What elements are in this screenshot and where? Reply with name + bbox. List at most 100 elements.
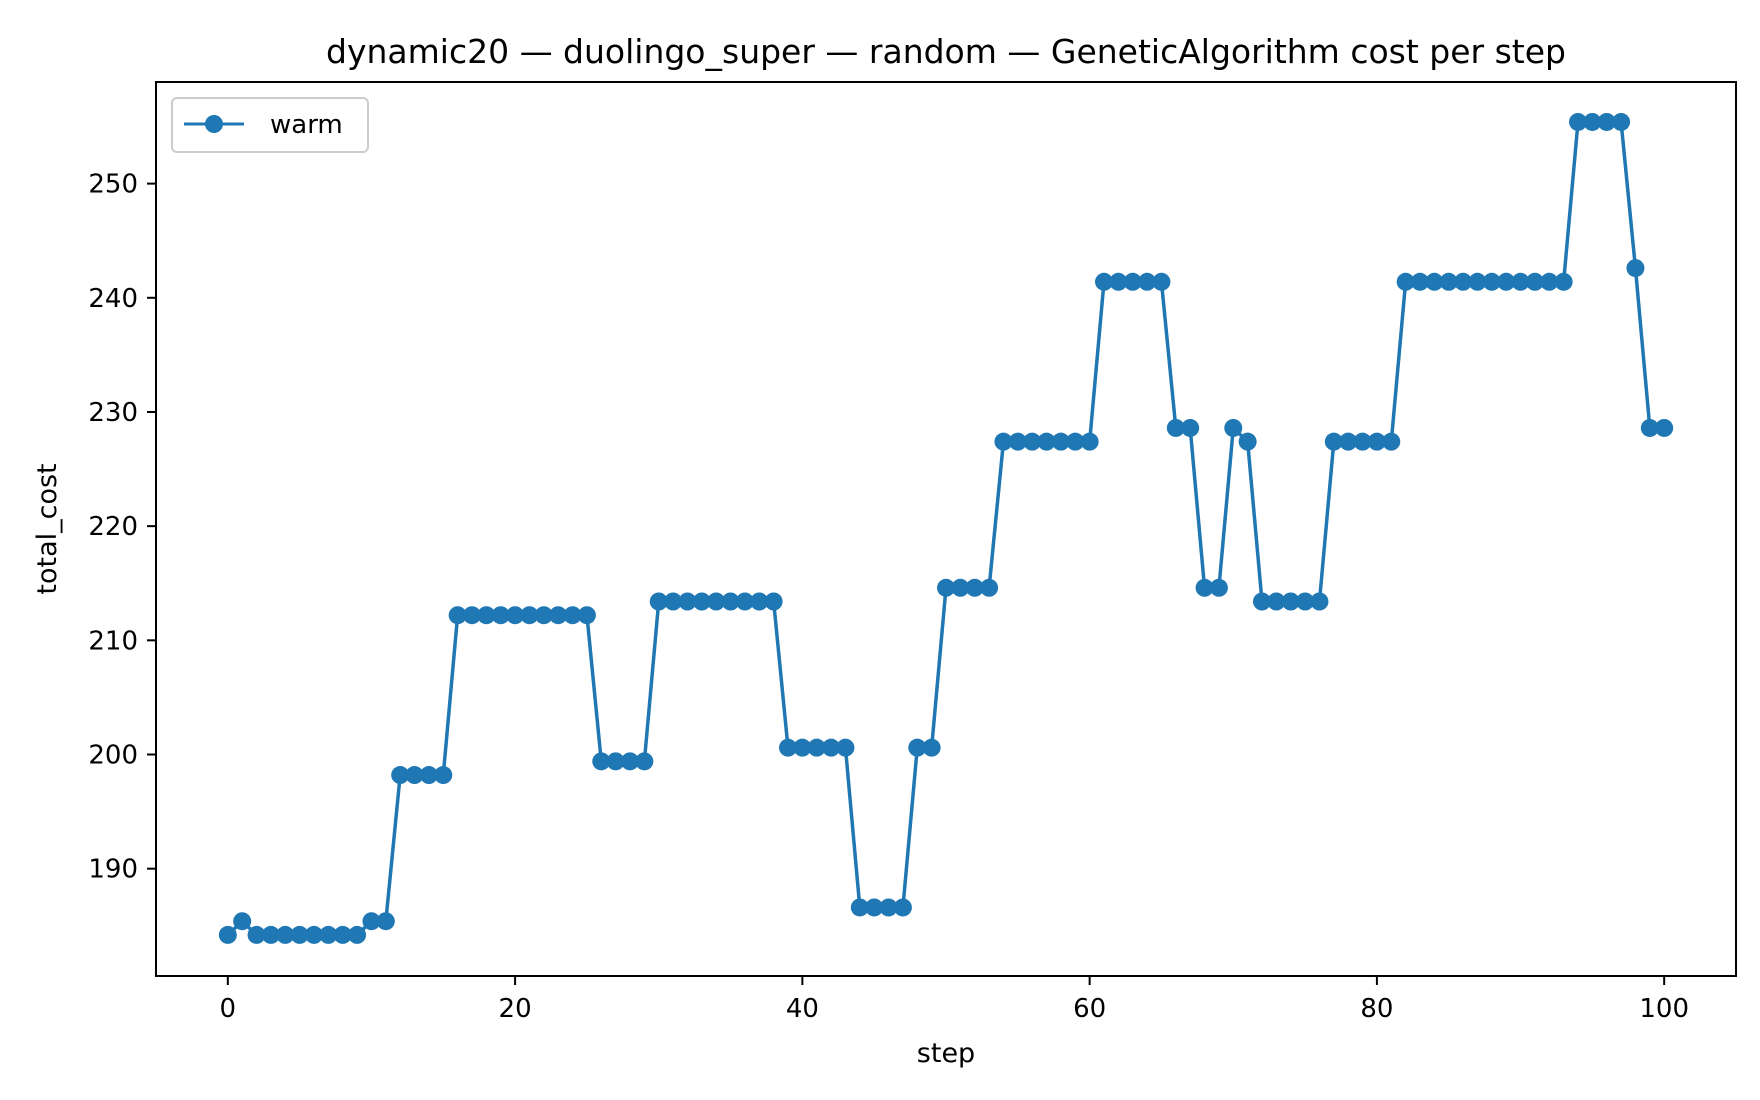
data-point xyxy=(735,592,754,611)
data-point xyxy=(908,738,927,757)
data-point xyxy=(1310,592,1329,611)
data-point xyxy=(434,766,453,785)
data-point xyxy=(678,592,697,611)
data-point xyxy=(333,925,352,944)
data-point xyxy=(376,912,395,931)
data-point xyxy=(1109,272,1128,291)
data-point xyxy=(1152,272,1171,291)
data-point xyxy=(1008,432,1027,451)
y-tick-label: 250 xyxy=(88,170,138,200)
data-point xyxy=(980,578,999,597)
data-point xyxy=(1525,272,1544,291)
data-point xyxy=(965,578,984,597)
data-point xyxy=(779,738,797,757)
series-layer xyxy=(218,112,1674,944)
plot-frame xyxy=(155,81,1737,977)
data-point xyxy=(1267,592,1286,611)
data-point xyxy=(807,738,826,757)
data-point xyxy=(592,752,611,771)
data-point xyxy=(1396,272,1415,291)
data-point xyxy=(448,606,467,625)
data-point xyxy=(692,592,711,611)
data-point xyxy=(750,592,769,611)
data-point xyxy=(1411,272,1429,291)
data-point xyxy=(1051,432,1070,451)
data-point xyxy=(1080,432,1099,451)
data-point xyxy=(1253,592,1271,611)
data-point xyxy=(1023,432,1042,451)
data-point xyxy=(218,925,237,944)
data-point xyxy=(937,578,955,597)
x-tick-label: 20 xyxy=(499,994,532,1024)
y-tick-label: 220 xyxy=(88,512,138,542)
data-point xyxy=(721,592,740,611)
data-point xyxy=(305,925,323,944)
data-point xyxy=(1224,418,1243,437)
y-tick-label: 240 xyxy=(88,284,138,314)
data-point xyxy=(1166,418,1185,437)
legend-label-warm: warm xyxy=(270,110,343,140)
data-point xyxy=(951,578,970,597)
data-point xyxy=(1626,259,1645,278)
y-tick-label: 230 xyxy=(88,398,138,428)
data-point xyxy=(865,898,884,917)
data-point xyxy=(994,432,1013,451)
data-point xyxy=(1597,112,1616,131)
y-tick-label: 190 xyxy=(88,855,138,885)
data-point xyxy=(491,606,510,625)
data-point xyxy=(822,738,841,757)
data-point xyxy=(1569,112,1587,131)
data-point xyxy=(362,912,381,931)
data-point xyxy=(463,606,481,625)
data-point xyxy=(621,752,639,771)
data-point xyxy=(893,898,912,917)
data-point xyxy=(1468,272,1487,291)
x-tick-label: 40 xyxy=(786,994,819,1024)
x-tick-label: 0 xyxy=(220,994,237,1024)
data-point xyxy=(419,766,438,785)
y-axis-label: total_cost xyxy=(32,463,63,594)
data-point xyxy=(563,606,582,625)
data-point xyxy=(549,606,568,625)
x-axis-ticks: 0 20 40 60 80 100 xyxy=(220,976,1689,1024)
data-point xyxy=(1454,272,1473,291)
y-tick-label: 210 xyxy=(88,626,138,656)
data-point xyxy=(290,925,309,944)
data-point xyxy=(793,738,812,757)
data-point xyxy=(477,606,496,625)
data-point xyxy=(1238,432,1257,451)
data-point xyxy=(1066,432,1085,451)
data-point xyxy=(1281,592,1300,611)
data-point xyxy=(836,738,855,757)
data-point xyxy=(319,925,338,944)
data-point xyxy=(1296,592,1315,611)
data-point xyxy=(1655,418,1674,437)
data-point xyxy=(1209,578,1228,597)
legend: warm xyxy=(171,97,369,153)
y-tick-label: 200 xyxy=(88,740,138,770)
legend-series-marker xyxy=(205,115,223,133)
data-point xyxy=(247,925,266,944)
data-point xyxy=(606,752,625,771)
data-point xyxy=(1123,272,1142,291)
x-axis-label: step xyxy=(917,1038,975,1069)
data-point xyxy=(879,898,898,917)
data-point xyxy=(1138,272,1157,291)
data-point xyxy=(534,606,553,625)
x-tick-label: 80 xyxy=(1360,994,1393,1024)
data-point xyxy=(1511,272,1530,291)
data-point xyxy=(1324,432,1343,451)
data-point xyxy=(1037,432,1056,451)
data-point xyxy=(1181,418,1200,437)
data-point xyxy=(261,925,280,944)
x-tick-label: 100 xyxy=(1639,994,1689,1024)
data-point xyxy=(1612,112,1631,131)
data-point xyxy=(1095,272,1113,291)
data-point xyxy=(577,606,596,625)
data-point xyxy=(1640,418,1659,437)
data-point xyxy=(1353,432,1372,451)
data-point xyxy=(276,925,295,944)
